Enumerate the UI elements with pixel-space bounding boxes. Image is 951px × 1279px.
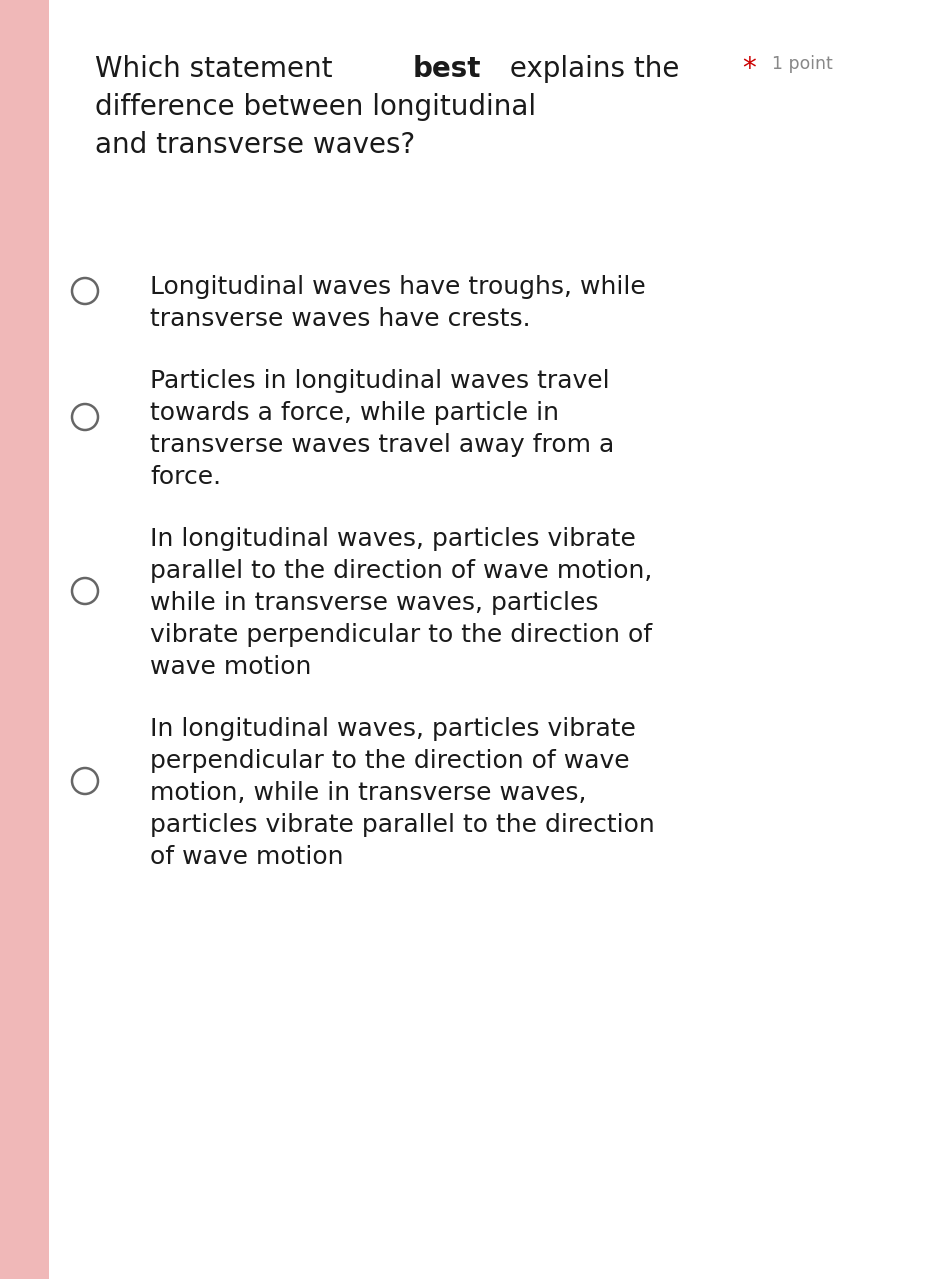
Circle shape: [72, 767, 98, 794]
Text: *: *: [743, 55, 766, 83]
Circle shape: [72, 404, 98, 430]
Text: while in transverse waves, particles: while in transverse waves, particles: [150, 591, 598, 615]
Circle shape: [72, 578, 98, 604]
Text: Particles in longitudinal waves travel: Particles in longitudinal waves travel: [150, 370, 610, 393]
Text: force.: force.: [150, 466, 222, 489]
Text: Which statement: Which statement: [95, 55, 341, 83]
Circle shape: [72, 278, 98, 304]
Text: perpendicular to the direction of wave: perpendicular to the direction of wave: [150, 749, 630, 773]
Text: 1 point: 1 point: [772, 55, 833, 73]
Text: transverse waves travel away from a: transverse waves travel away from a: [150, 434, 614, 457]
Text: motion, while in transverse waves,: motion, while in transverse waves,: [150, 781, 587, 804]
Text: Longitudinal waves have troughs, while: Longitudinal waves have troughs, while: [150, 275, 646, 299]
Text: particles vibrate parallel to the direction: particles vibrate parallel to the direct…: [150, 813, 654, 836]
Text: vibrate perpendicular to the direction of: vibrate perpendicular to the direction o…: [150, 623, 652, 647]
Text: explains the: explains the: [501, 55, 689, 83]
Text: and transverse waves?: and transverse waves?: [95, 130, 416, 159]
Text: In longitudinal waves, particles vibrate: In longitudinal waves, particles vibrate: [150, 718, 636, 741]
Text: of wave motion: of wave motion: [150, 845, 343, 868]
Text: parallel to the direction of wave motion,: parallel to the direction of wave motion…: [150, 559, 652, 583]
Text: towards a force, while particle in: towards a force, while particle in: [150, 402, 559, 425]
Text: difference between longitudinal: difference between longitudinal: [95, 93, 536, 122]
Text: transverse waves have crests.: transverse waves have crests.: [150, 307, 531, 331]
Text: In longitudinal waves, particles vibrate: In longitudinal waves, particles vibrate: [150, 527, 636, 551]
Text: wave motion: wave motion: [150, 655, 311, 679]
Text: best: best: [413, 55, 481, 83]
Bar: [0, 0, 49, 1279]
